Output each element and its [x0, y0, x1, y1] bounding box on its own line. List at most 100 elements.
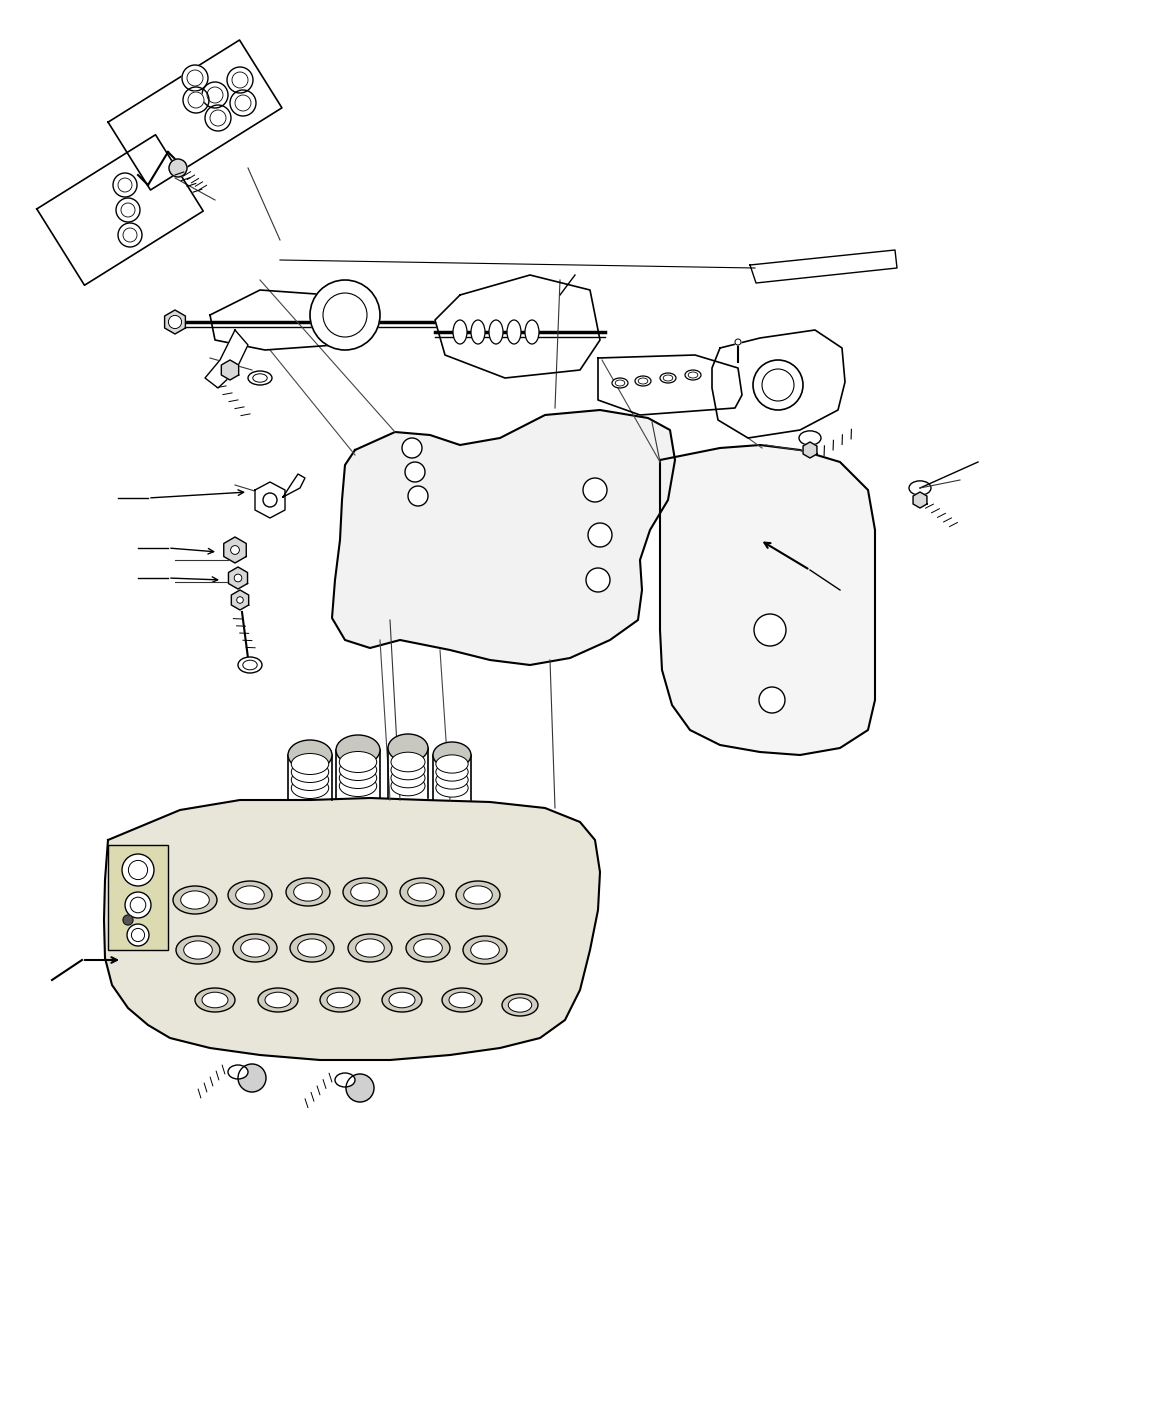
Circle shape — [406, 462, 425, 482]
Circle shape — [227, 67, 253, 92]
Circle shape — [323, 293, 367, 337]
Circle shape — [187, 70, 203, 85]
Ellipse shape — [471, 320, 485, 344]
Ellipse shape — [390, 776, 425, 796]
Ellipse shape — [238, 657, 261, 673]
Polygon shape — [108, 40, 282, 191]
Circle shape — [125, 892, 151, 919]
Polygon shape — [37, 135, 203, 286]
Ellipse shape — [292, 754, 329, 775]
Ellipse shape — [464, 886, 493, 904]
Circle shape — [402, 438, 422, 458]
Circle shape — [131, 929, 144, 941]
Ellipse shape — [436, 755, 468, 774]
Ellipse shape — [181, 892, 209, 909]
Polygon shape — [231, 590, 249, 610]
Ellipse shape — [292, 762, 329, 782]
Circle shape — [753, 360, 803, 410]
Ellipse shape — [462, 936, 507, 964]
Ellipse shape — [502, 994, 538, 1015]
Polygon shape — [913, 492, 927, 508]
Circle shape — [123, 228, 137, 242]
Circle shape — [202, 82, 228, 108]
Ellipse shape — [408, 883, 436, 902]
Polygon shape — [749, 250, 897, 283]
Circle shape — [168, 316, 181, 328]
Ellipse shape — [909, 481, 931, 495]
Ellipse shape — [436, 762, 468, 781]
Polygon shape — [105, 798, 600, 1059]
Circle shape — [123, 914, 132, 924]
Bar — [108, 845, 168, 950]
Ellipse shape — [339, 759, 376, 781]
Circle shape — [210, 109, 225, 127]
Ellipse shape — [234, 934, 277, 963]
Circle shape — [182, 65, 208, 91]
Circle shape — [238, 1064, 266, 1092]
Circle shape — [310, 280, 380, 350]
Ellipse shape — [615, 380, 625, 385]
Ellipse shape — [436, 779, 468, 798]
Polygon shape — [803, 442, 817, 458]
Circle shape — [408, 486, 428, 506]
Polygon shape — [210, 290, 356, 350]
Ellipse shape — [356, 939, 385, 957]
Circle shape — [235, 95, 251, 111]
Polygon shape — [224, 538, 246, 563]
Ellipse shape — [184, 941, 213, 958]
Ellipse shape — [343, 877, 387, 906]
Circle shape — [263, 493, 277, 508]
Ellipse shape — [253, 374, 267, 383]
Circle shape — [230, 546, 239, 555]
Circle shape — [230, 90, 256, 117]
Ellipse shape — [508, 998, 532, 1012]
Polygon shape — [660, 445, 875, 755]
Ellipse shape — [339, 768, 376, 789]
Ellipse shape — [612, 378, 627, 388]
Circle shape — [586, 567, 610, 592]
Ellipse shape — [660, 373, 676, 383]
Ellipse shape — [442, 988, 482, 1012]
Ellipse shape — [453, 320, 467, 344]
Circle shape — [168, 159, 187, 176]
Polygon shape — [598, 356, 743, 415]
Circle shape — [119, 223, 142, 247]
Ellipse shape — [173, 886, 217, 914]
Ellipse shape — [327, 993, 353, 1008]
Ellipse shape — [265, 993, 290, 1008]
Ellipse shape — [456, 882, 500, 909]
Circle shape — [235, 574, 242, 582]
Ellipse shape — [175, 936, 220, 964]
Ellipse shape — [406, 934, 450, 963]
Ellipse shape — [228, 882, 272, 909]
Ellipse shape — [241, 939, 270, 957]
Circle shape — [237, 597, 243, 603]
Ellipse shape — [634, 375, 651, 385]
Ellipse shape — [339, 775, 376, 796]
Ellipse shape — [336, 735, 380, 765]
Polygon shape — [435, 274, 600, 378]
Ellipse shape — [294, 883, 322, 902]
Circle shape — [188, 92, 205, 108]
Ellipse shape — [390, 752, 425, 772]
Ellipse shape — [390, 761, 425, 779]
Polygon shape — [254, 482, 285, 518]
Circle shape — [113, 173, 137, 198]
Ellipse shape — [290, 934, 333, 963]
Polygon shape — [165, 310, 186, 334]
Ellipse shape — [382, 988, 422, 1012]
Ellipse shape — [335, 1074, 356, 1086]
Circle shape — [127, 924, 149, 946]
Ellipse shape — [638, 378, 647, 384]
Ellipse shape — [436, 771, 468, 789]
Ellipse shape — [292, 778, 329, 799]
Circle shape — [207, 87, 223, 102]
Circle shape — [128, 860, 148, 880]
Ellipse shape — [688, 373, 698, 378]
Ellipse shape — [388, 734, 428, 762]
Ellipse shape — [258, 988, 297, 1012]
Ellipse shape — [351, 883, 379, 902]
Circle shape — [205, 105, 231, 131]
Ellipse shape — [347, 934, 392, 963]
Ellipse shape — [799, 431, 822, 445]
